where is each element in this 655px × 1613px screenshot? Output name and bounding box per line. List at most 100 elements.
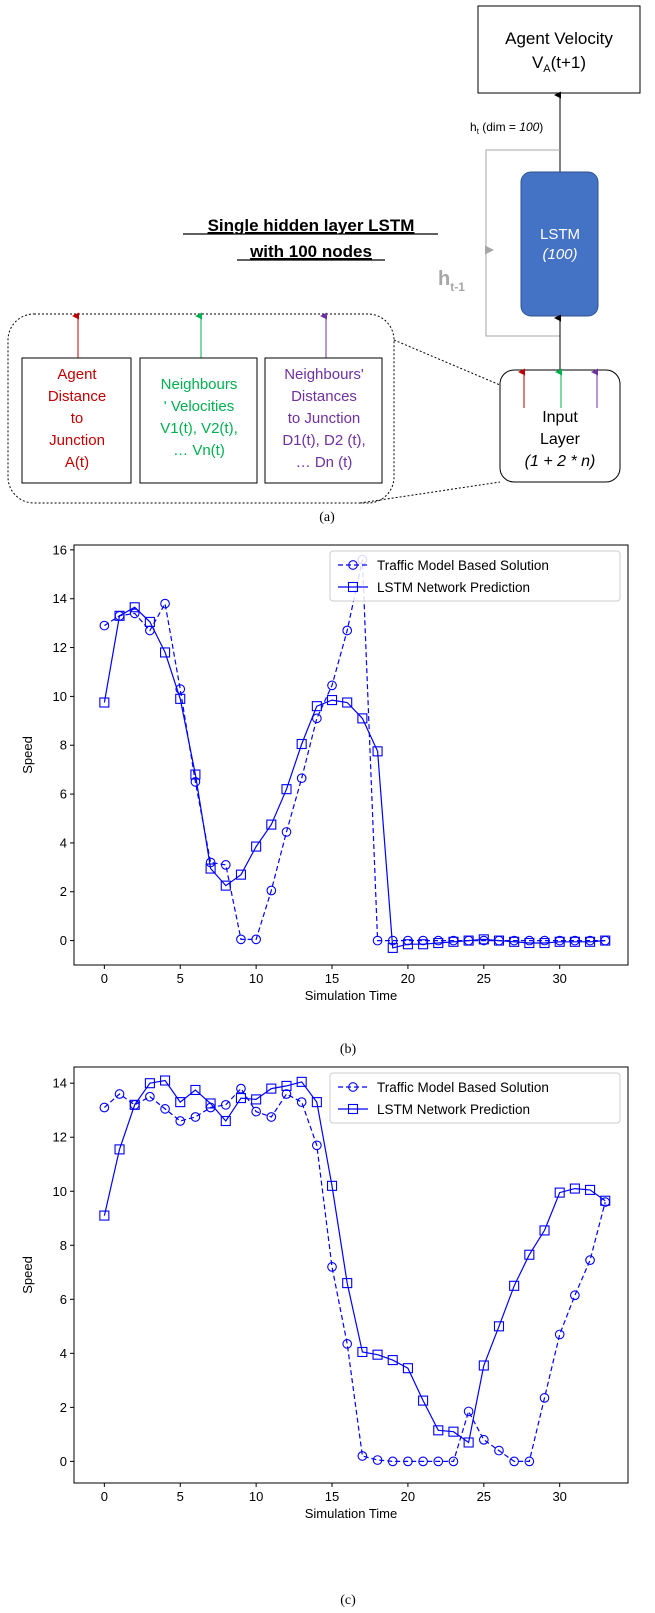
data-point-circle xyxy=(281,827,292,837)
y-tick-label: 2 xyxy=(60,1400,67,1415)
data-point-circle xyxy=(357,1451,368,1461)
legend-label: Traffic Model Based Solution xyxy=(377,558,549,573)
y-tick-label: 4 xyxy=(60,1346,67,1361)
data-point-circle xyxy=(99,620,110,631)
data-point-circle xyxy=(554,1329,565,1340)
neighbour-distances-line: … Dn (t) xyxy=(296,454,353,471)
data-point-circle xyxy=(372,1455,383,1465)
neighbour-velocities-line: Neighbours xyxy=(161,376,238,393)
lstm-block xyxy=(520,171,599,317)
data-point-square xyxy=(600,1195,611,1206)
y-tick-label: 14 xyxy=(53,1076,67,1091)
x-tick-label: 15 xyxy=(325,971,339,986)
data-point-square xyxy=(509,1280,520,1291)
input-layer-line3: (1 + 2 * n) xyxy=(525,453,596,470)
data-point-circle xyxy=(585,1255,595,1265)
data-point-circle xyxy=(372,935,383,946)
caption-a: (a) xyxy=(319,510,335,525)
data-point-square xyxy=(478,934,489,945)
x-tick-label: 5 xyxy=(177,1489,184,1504)
y-tick-label: 16 xyxy=(53,542,67,557)
data-point-square xyxy=(448,936,459,947)
data-point-circle xyxy=(478,1434,489,1445)
data-point-square xyxy=(342,697,353,708)
legend-box xyxy=(329,550,621,602)
data-point-circle xyxy=(524,1456,535,1467)
y-tick-label: 6 xyxy=(60,1292,67,1307)
data-point-circle xyxy=(509,1456,520,1467)
data-point-square xyxy=(372,746,383,757)
neighbour-velocities-line: … Vn(t) xyxy=(173,442,225,459)
neighbour-distances-box xyxy=(264,357,383,484)
data-point-circle xyxy=(236,1083,246,1094)
y-tick-label: 10 xyxy=(53,689,67,704)
plot-frame xyxy=(73,1066,629,1484)
data-point-circle xyxy=(251,1106,261,1117)
data-point-circle xyxy=(175,684,186,694)
data-point-square xyxy=(99,1210,110,1221)
agent-distance-box xyxy=(21,357,132,484)
chart-c: 0 5 10 15 20 25 30 0 2 4 6 8 10 12 14 Simulation Time Sp… xyxy=(20,1066,629,1608)
data-point-square xyxy=(220,880,231,891)
data-point-circle xyxy=(433,1456,444,1467)
data-point-square xyxy=(554,1187,565,1198)
data-point-square xyxy=(402,1363,413,1374)
output-box xyxy=(477,5,641,94)
x-tick-label: 10 xyxy=(249,971,263,986)
data-point-circle xyxy=(281,1089,292,1099)
y-tick-label: 0 xyxy=(60,1454,67,1469)
series-line-traffic-model xyxy=(104,559,606,942)
legend-marker-circle xyxy=(348,560,358,570)
data-point-circle xyxy=(129,608,140,619)
neighbour-distances-line: Distances xyxy=(291,388,357,405)
data-point-square xyxy=(114,610,125,621)
data-point-square xyxy=(296,1076,307,1087)
x-tick-label: 0 xyxy=(101,971,108,986)
data-point-circle xyxy=(236,934,246,945)
x-tick-label: 10 xyxy=(249,1489,263,1504)
chart-caption: (b) xyxy=(340,1042,357,1057)
x-tick-label: 25 xyxy=(477,1489,491,1504)
ht1-label: ht-1 xyxy=(438,268,465,294)
agent-distance-line: Distance xyxy=(48,388,106,405)
data-point-square xyxy=(205,1098,216,1109)
y-tick-label: 8 xyxy=(60,1238,67,1253)
output-box-line1: Agent Velocity xyxy=(505,29,613,48)
data-point-circle xyxy=(114,1089,125,1099)
neighbour-distances-line: Neighbours' xyxy=(284,366,364,383)
data-point-circle xyxy=(539,1393,550,1403)
data-point-circle xyxy=(342,625,353,636)
y-tick-label: 8 xyxy=(60,738,67,753)
data-point-square xyxy=(266,819,277,830)
x-tick-label: 20 xyxy=(401,1489,415,1504)
ht-label: ht (dim = 100) xyxy=(470,120,543,136)
data-point-square xyxy=(129,1099,140,1110)
data-point-square xyxy=(175,693,186,704)
data-point-square xyxy=(387,1355,398,1366)
data-point-circle xyxy=(342,1339,353,1349)
data-point-square xyxy=(251,841,262,852)
data-point-square xyxy=(175,1097,186,1108)
data-point-square xyxy=(493,935,505,946)
data-point-square xyxy=(99,697,110,708)
data-point-circle xyxy=(296,773,307,784)
y-axis-label: Speed xyxy=(20,1256,35,1294)
series-line-lstm-prediction xyxy=(103,1079,606,1444)
data-point-square xyxy=(433,937,444,949)
legend-marker-square xyxy=(347,1103,359,1115)
data-point-circle xyxy=(327,1262,337,1272)
data-point-square xyxy=(387,942,398,953)
neighbour-velocities-line: ' Velocities xyxy=(164,398,234,415)
data-point-circle xyxy=(160,598,170,609)
data-point-square xyxy=(160,1075,171,1086)
data-point-circle xyxy=(494,1445,504,1456)
data-point-circle xyxy=(160,1104,170,1114)
x-axis-label: Simulation Time xyxy=(305,988,397,1003)
neighbour-velocities-box xyxy=(139,357,258,484)
data-point-circle xyxy=(99,1102,110,1113)
y-tick-label: 12 xyxy=(53,1130,67,1145)
x-tick-label: 25 xyxy=(477,971,491,986)
lstm-block-label: LSTM xyxy=(540,226,580,243)
x-tick-label: 20 xyxy=(401,971,415,986)
